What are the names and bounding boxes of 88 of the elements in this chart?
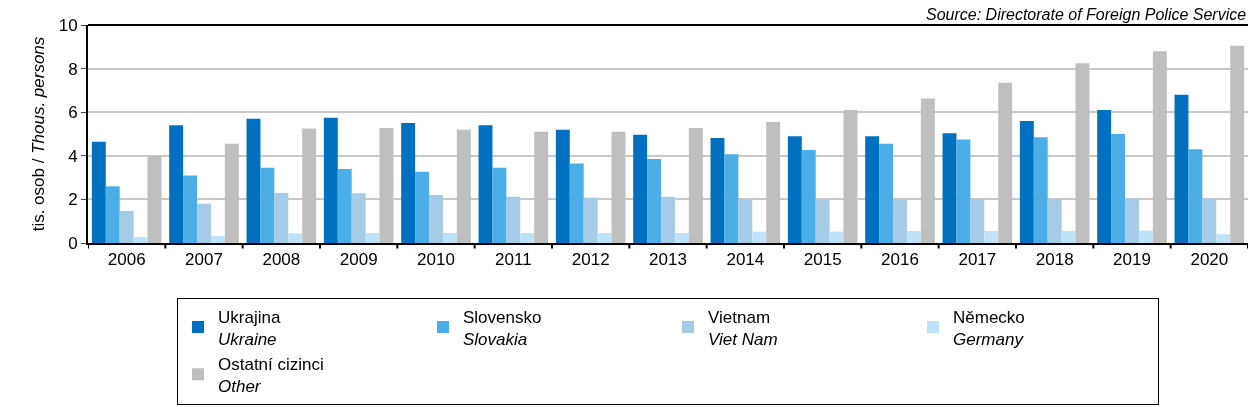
- y-tick-label: 8: [68, 59, 78, 79]
- y-tick-label: 0: [68, 233, 78, 253]
- bar: [415, 171, 430, 243]
- legend-label: Slovensko Slovakia: [463, 307, 542, 349]
- bar: [829, 231, 844, 243]
- bar: [442, 232, 457, 243]
- x-tick-label: 2008: [262, 250, 301, 270]
- bar: [738, 199, 753, 243]
- bar: [91, 141, 106, 243]
- x-tick-label: 2013: [649, 250, 687, 270]
- x-tick-label: 2015: [803, 250, 842, 270]
- y-axis-title: tis. osob / Thous. persons: [28, 36, 48, 232]
- bar: [1097, 110, 1112, 243]
- bar: [429, 195, 443, 243]
- bar: [323, 117, 338, 243]
- bar: [942, 133, 957, 243]
- bar: [365, 232, 380, 243]
- x-tick-label: 2014: [726, 250, 765, 270]
- bar: [710, 137, 725, 243]
- bar: [401, 123, 416, 243]
- bar: [815, 199, 830, 243]
- bar: [970, 199, 985, 243]
- bar: [1202, 198, 1217, 243]
- bar: [1033, 137, 1048, 243]
- bar: [105, 186, 120, 243]
- bar: [1047, 198, 1062, 243]
- y-tick-label: 6: [68, 103, 78, 123]
- bar: [647, 159, 662, 243]
- bar: [893, 199, 907, 243]
- x-tick-label: 2012: [571, 250, 610, 270]
- x-tick-label: 2016: [881, 250, 919, 270]
- bar: [984, 231, 999, 243]
- bar: [906, 231, 921, 243]
- bar: [337, 168, 352, 243]
- bar: [506, 196, 521, 243]
- bar: [492, 167, 507, 243]
- source-note: Source: Directorate of Foreign Police Service: [926, 6, 1247, 23]
- bar: [210, 235, 225, 243]
- bar: [724, 154, 739, 243]
- bar: [1019, 120, 1034, 243]
- bar: [555, 129, 570, 243]
- bar: [1174, 94, 1189, 243]
- bar: [133, 237, 148, 243]
- bar: [597, 232, 612, 243]
- x-tick-label: 2009: [339, 250, 378, 270]
- bar: [169, 125, 184, 243]
- bar: [956, 139, 971, 243]
- x-tick-label: 2020: [1190, 250, 1229, 270]
- bar: [478, 125, 493, 243]
- x-tick-label: 2010: [417, 250, 455, 270]
- x-tick-label: 2007: [185, 250, 223, 270]
- bar: [274, 192, 289, 243]
- bar: [1188, 149, 1203, 243]
- bar: [197, 203, 211, 243]
- legend-label: Německo Germany: [953, 307, 1025, 349]
- bar: [1061, 231, 1076, 243]
- bar: [674, 232, 689, 243]
- x-tick-label: 2017: [958, 250, 997, 270]
- bar: [520, 232, 535, 243]
- legend-label: Vietnam Viet Nam: [708, 307, 778, 349]
- y-tick-label: 2: [68, 190, 78, 210]
- bar: [633, 134, 648, 243]
- bar: [1111, 134, 1126, 243]
- bar: [879, 143, 894, 243]
- bar: [1216, 234, 1231, 243]
- y-tick-label: 10: [58, 15, 78, 35]
- x-tick-label: 2019: [1113, 250, 1151, 270]
- bar: [246, 118, 261, 243]
- y-tick-label: 4: [68, 146, 78, 166]
- bar: [119, 210, 134, 243]
- bar: [1138, 230, 1153, 243]
- x-tick-label: 2011: [495, 250, 532, 270]
- bar: [351, 193, 366, 243]
- bar: [569, 163, 584, 243]
- bar: [661, 196, 675, 243]
- bar: [865, 136, 880, 243]
- bar: [787, 136, 802, 243]
- bar: [752, 231, 767, 243]
- bar: [1125, 198, 1139, 243]
- bar: [801, 149, 816, 243]
- x-tick-label: 2006: [107, 250, 146, 270]
- bar: [288, 233, 303, 243]
- x-tick-label: 2018: [1035, 250, 1074, 270]
- bar: [583, 197, 598, 243]
- legend-label: Ukrajina Ukraine: [218, 307, 281, 349]
- legend-label: Ostatní cizinci Other: [218, 354, 324, 396]
- bar: [183, 175, 198, 243]
- bar: [260, 167, 275, 243]
